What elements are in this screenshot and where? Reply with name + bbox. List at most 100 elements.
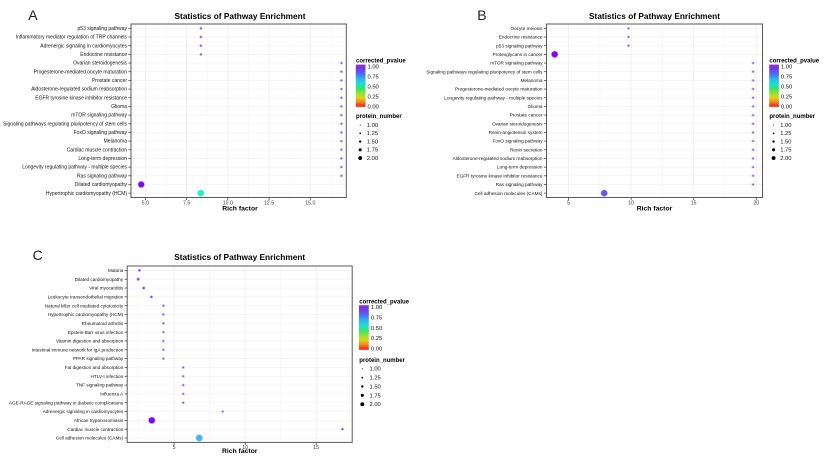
svg-text:Leukocyte transendothelial mig: Leukocyte transendothelial migration bbox=[48, 294, 124, 299]
svg-text:Rheumatoid arthritis: Rheumatoid arthritis bbox=[82, 321, 124, 326]
svg-text:corrected_pvalue: corrected_pvalue bbox=[356, 58, 406, 64]
svg-text:protein_number: protein_number bbox=[359, 358, 405, 364]
svg-text:Statistics of Pathway Enrichme: Statistics of Pathway Enrichment bbox=[174, 252, 305, 262]
svg-text:0.00: 0.00 bbox=[371, 346, 382, 352]
svg-text:TNF signaling pathway: TNF signaling pathway bbox=[76, 383, 124, 388]
svg-text:A: A bbox=[28, 7, 38, 23]
svg-text:Aldosterone-regulated sodium r: Aldosterone-regulated sodium reabsorptio… bbox=[453, 156, 543, 161]
svg-text:0.50: 0.50 bbox=[371, 326, 382, 332]
svg-text:5: 5 bbox=[567, 201, 570, 207]
svg-text:Endocrine resistance: Endocrine resistance bbox=[499, 35, 543, 40]
svg-text:Prostate cancer: Prostate cancer bbox=[92, 78, 127, 84]
svg-text:0.75: 0.75 bbox=[371, 316, 382, 322]
svg-text:Signaling pathways regulating: Signaling pathways regulating pluripoten… bbox=[3, 121, 127, 127]
svg-text:Statistics of Pathway Enrichme: Statistics of Pathway Enrichment bbox=[175, 11, 306, 21]
svg-text:protein_number: protein_number bbox=[769, 114, 815, 120]
svg-text:1.50: 1.50 bbox=[367, 139, 378, 145]
svg-text:B: B bbox=[477, 7, 486, 23]
svg-text:Ovarian steroidogenesis: Ovarian steroidogenesis bbox=[73, 61, 127, 67]
svg-text:mTOR signaling pathway: mTOR signaling pathway bbox=[490, 61, 543, 66]
svg-text:p53 signaling pathway: p53 signaling pathway bbox=[78, 26, 128, 32]
svg-text:Dilated cardiomyopathy: Dilated cardiomyopathy bbox=[75, 182, 128, 188]
svg-text:Malaria: Malaria bbox=[108, 268, 124, 273]
svg-text:C: C bbox=[33, 247, 43, 263]
svg-text:Renin secretion: Renin secretion bbox=[510, 147, 543, 152]
svg-text:2.00: 2.00 bbox=[367, 156, 378, 162]
svg-text:1.50: 1.50 bbox=[370, 384, 381, 390]
svg-text:Hypertrophic cardiomyopathy (H: Hypertrophic cardiomyopathy (HCM) bbox=[48, 312, 124, 317]
svg-text:1.25: 1.25 bbox=[367, 131, 378, 137]
svg-text:Fat digestion and absorption: Fat digestion and absorption bbox=[65, 365, 124, 370]
svg-text:0.00: 0.00 bbox=[368, 104, 379, 110]
svg-text:Oocyte meiosis: Oocyte meiosis bbox=[510, 26, 543, 31]
svg-text:Progesterone-mediated oocyte m: Progesterone-mediated oocyte maturation bbox=[34, 69, 128, 75]
svg-text:Vitamin digestion and absorpti: Vitamin digestion and absorption bbox=[56, 339, 124, 344]
svg-text:FoxO signaling pathway: FoxO signaling pathway bbox=[74, 130, 128, 136]
svg-text:1.25: 1.25 bbox=[370, 376, 381, 382]
svg-text:protein_number: protein_number bbox=[356, 114, 402, 120]
svg-text:20: 20 bbox=[753, 201, 759, 207]
svg-text:Longevity regulating pathway -: Longevity regulating pathway - multiple … bbox=[444, 95, 543, 100]
svg-text:Glioma: Glioma bbox=[111, 104, 127, 110]
svg-text:Viral myocarditis: Viral myocarditis bbox=[89, 286, 124, 291]
svg-text:0.25: 0.25 bbox=[368, 94, 379, 100]
svg-text:FoxO signaling pathway: FoxO signaling pathway bbox=[492, 139, 543, 144]
svg-text:0.75: 0.75 bbox=[781, 74, 792, 80]
svg-text:1.75: 1.75 bbox=[370, 393, 381, 399]
svg-text:Epstein-Barr virus infection: Epstein-Barr virus infection bbox=[68, 330, 124, 335]
svg-text:HTLV-I infection: HTLV-I infection bbox=[91, 374, 124, 379]
svg-text:1.00: 1.00 bbox=[371, 305, 382, 311]
svg-text:0.25: 0.25 bbox=[781, 94, 792, 100]
svg-text:1.00: 1.00 bbox=[370, 367, 381, 373]
svg-text:7.5: 7.5 bbox=[183, 201, 190, 207]
svg-text:0.75: 0.75 bbox=[368, 74, 379, 80]
svg-text:Natural killer cell mediated c: Natural killer cell mediated cytotoxicit… bbox=[45, 303, 124, 308]
svg-text:EGFR tyrosine kinase inhibitor: EGFR tyrosine kinase inhibitor resistanc… bbox=[457, 173, 543, 178]
svg-text:1.50: 1.50 bbox=[780, 139, 791, 145]
svg-text:0.25: 0.25 bbox=[371, 336, 382, 342]
svg-text:10.0: 10.0 bbox=[223, 201, 233, 207]
svg-text:Cardiac muscle contraction: Cardiac muscle contraction bbox=[67, 427, 123, 432]
svg-text:1.75: 1.75 bbox=[780, 148, 791, 154]
svg-text:Longevity regulating pathway -: Longevity regulating pathway - multiple … bbox=[22, 165, 127, 171]
svg-text:1.00: 1.00 bbox=[781, 65, 792, 71]
svg-text:mTOR signaling pathway: mTOR signaling pathway bbox=[71, 113, 127, 119]
svg-text:Cell adhesion molecules (CAMs): Cell adhesion molecules (CAMs) bbox=[475, 191, 543, 196]
svg-text:Endocrine resistance: Endocrine resistance bbox=[80, 52, 127, 58]
svg-text:Ras signaling pathway: Ras signaling pathway bbox=[496, 182, 544, 187]
svg-text:p53 signaling pathway: p53 signaling pathway bbox=[496, 43, 543, 48]
svg-text:10: 10 bbox=[628, 201, 634, 207]
svg-text:Rich factor: Rich factor bbox=[222, 448, 258, 455]
svg-text:Ras signaling pathway: Ras signaling pathway bbox=[77, 173, 128, 179]
svg-text:Rich factor: Rich factor bbox=[222, 206, 258, 213]
svg-text:Inflammatory mediator regulati: Inflammatory mediator regulation of TRP … bbox=[16, 35, 128, 41]
svg-text:2.00: 2.00 bbox=[780, 156, 791, 162]
svg-text:15.0: 15.0 bbox=[305, 201, 315, 207]
svg-text:0.50: 0.50 bbox=[781, 84, 792, 90]
svg-text:Ovarian steroidogenesis: Ovarian steroidogenesis bbox=[492, 121, 543, 126]
svg-text:Cell adhesion molecules (CAMs): Cell adhesion molecules (CAMs) bbox=[56, 436, 124, 441]
svg-text:Signaling pathways regulating: Signaling pathways regulating pluripoten… bbox=[426, 69, 543, 74]
svg-text:Renin-angiotensin system: Renin-angiotensin system bbox=[489, 130, 543, 135]
svg-text:Proteoglycans in cancer: Proteoglycans in cancer bbox=[492, 52, 542, 57]
svg-text:Prostate cancer: Prostate cancer bbox=[510, 113, 543, 118]
svg-text:Long-term depression: Long-term depression bbox=[78, 156, 127, 162]
svg-text:15: 15 bbox=[691, 201, 697, 207]
svg-text:Influenza A: Influenza A bbox=[100, 391, 124, 396]
svg-text:0.00: 0.00 bbox=[781, 104, 792, 110]
svg-text:EGFR tyrosine kinase inhibitor: EGFR tyrosine kinase inhibitor resistanc… bbox=[35, 95, 127, 101]
svg-text:Aldosterone-regulated sodium r: Aldosterone-regulated sodium reabsorptio… bbox=[31, 87, 127, 93]
svg-text:1.00: 1.00 bbox=[368, 65, 379, 71]
svg-text:AGE-RAGE signaling pathway in: AGE-RAGE signaling pathway in diabetic c… bbox=[9, 400, 124, 405]
svg-text:corrected_pvalue: corrected_pvalue bbox=[359, 300, 409, 306]
svg-text:PPAR signaling pathway: PPAR signaling pathway bbox=[73, 356, 124, 361]
svg-text:5.0: 5.0 bbox=[142, 201, 149, 207]
svg-text:Glioma: Glioma bbox=[528, 104, 543, 109]
svg-text:African trypanosomiasis: African trypanosomiasis bbox=[74, 418, 124, 423]
svg-text:5: 5 bbox=[173, 445, 176, 451]
svg-text:12.5: 12.5 bbox=[264, 201, 274, 207]
svg-text:Long-term depression: Long-term depression bbox=[497, 165, 543, 170]
svg-text:Melanoma: Melanoma bbox=[104, 139, 128, 145]
svg-text:Statistics of Pathway Enrichme: Statistics of Pathway Enrichment bbox=[589, 11, 720, 21]
svg-text:1.00: 1.00 bbox=[780, 123, 791, 129]
